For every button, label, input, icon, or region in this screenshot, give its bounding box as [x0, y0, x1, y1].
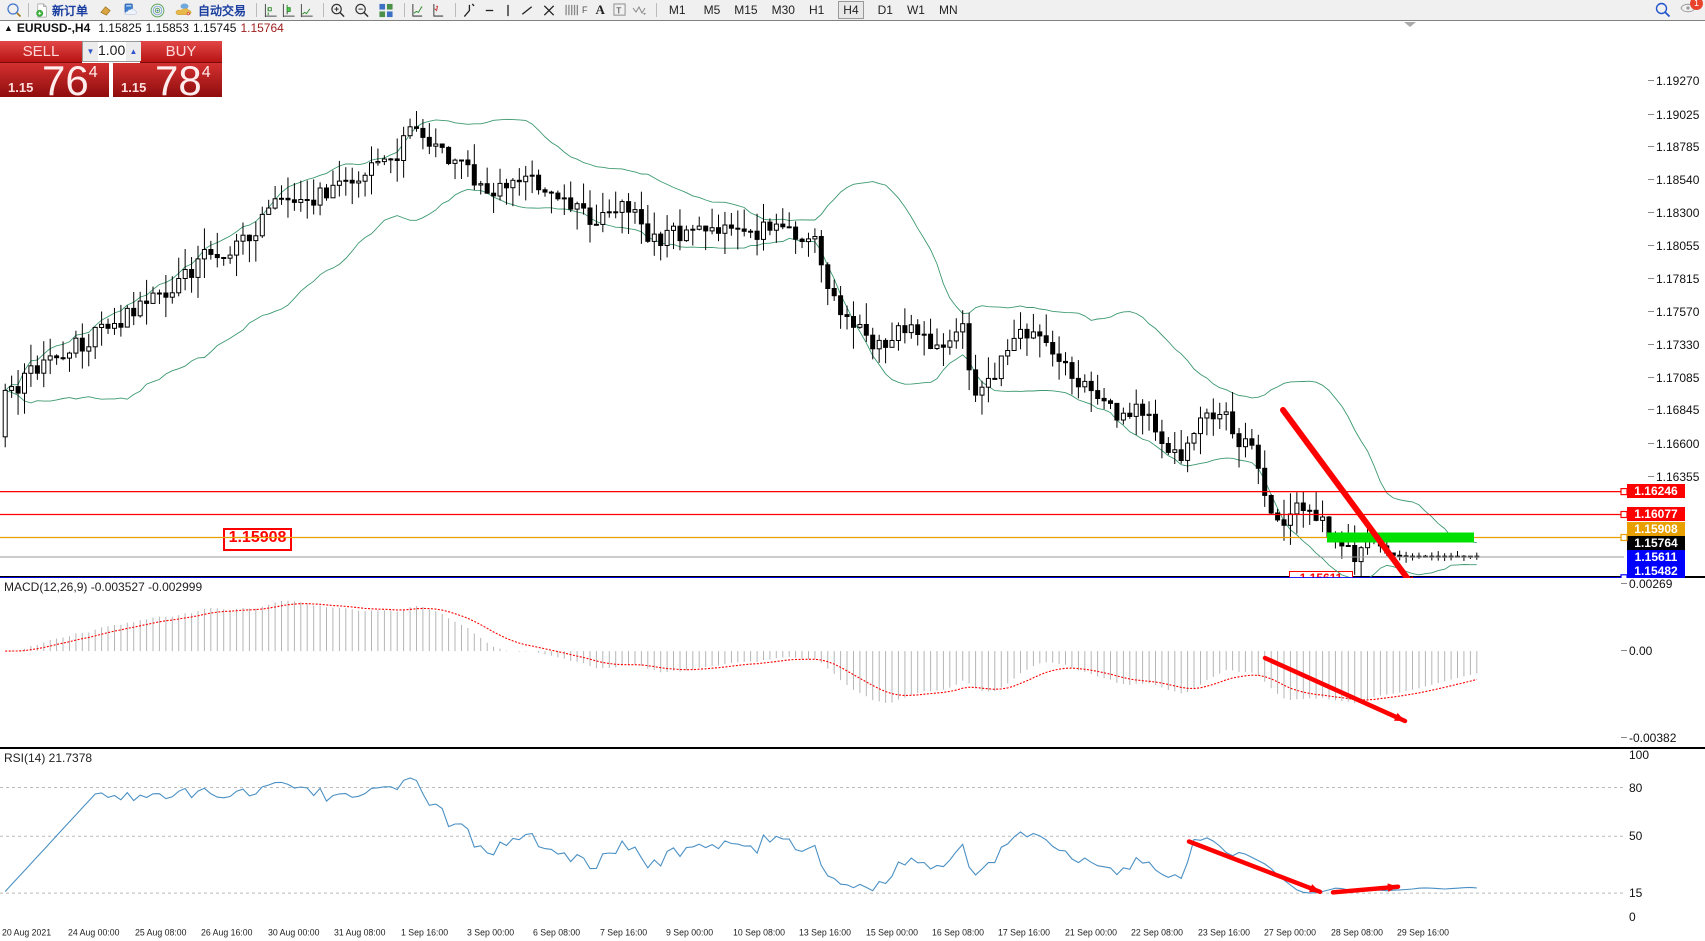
svg-text:T: T — [616, 5, 621, 15]
